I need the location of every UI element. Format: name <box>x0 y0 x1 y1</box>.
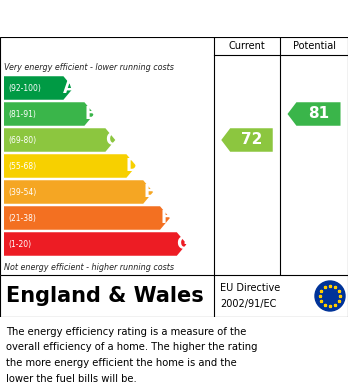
Text: 81: 81 <box>308 106 329 122</box>
Text: D: D <box>126 157 139 175</box>
Text: (81-91): (81-91) <box>8 109 36 118</box>
Circle shape <box>315 281 345 311</box>
Text: Not energy efficient - higher running costs: Not energy efficient - higher running co… <box>4 262 174 271</box>
Text: Energy Efficiency Rating: Energy Efficiency Rating <box>50 9 298 27</box>
Text: E: E <box>143 183 155 201</box>
Text: England & Wales: England & Wales <box>6 286 204 306</box>
Polygon shape <box>221 128 273 152</box>
Polygon shape <box>287 102 341 126</box>
Polygon shape <box>4 180 153 204</box>
Text: Current: Current <box>229 41 266 51</box>
Text: EU Directive: EU Directive <box>220 283 280 293</box>
Polygon shape <box>4 76 73 100</box>
Text: (92-100): (92-100) <box>8 84 41 93</box>
Text: F: F <box>160 209 172 227</box>
Text: Potential: Potential <box>293 41 335 51</box>
Polygon shape <box>4 206 170 230</box>
Text: Very energy efficient - lower running costs: Very energy efficient - lower running co… <box>4 63 174 72</box>
Text: the more energy efficient the home is and the: the more energy efficient the home is an… <box>6 358 237 368</box>
Text: G: G <box>176 235 190 253</box>
Text: B: B <box>84 105 97 123</box>
Text: (69-80): (69-80) <box>8 136 36 145</box>
Text: The energy efficiency rating is a measure of the: The energy efficiency rating is a measur… <box>6 327 246 337</box>
Text: C: C <box>105 131 118 149</box>
Polygon shape <box>4 102 94 126</box>
Text: A: A <box>63 79 76 97</box>
Polygon shape <box>4 232 187 256</box>
Text: (1-20): (1-20) <box>8 240 31 249</box>
Text: overall efficiency of a home. The higher the rating: overall efficiency of a home. The higher… <box>6 343 258 353</box>
Text: (21-38): (21-38) <box>8 213 36 222</box>
Text: (39-54): (39-54) <box>8 188 36 197</box>
Text: 72: 72 <box>241 133 262 147</box>
Polygon shape <box>4 128 115 152</box>
Polygon shape <box>4 154 136 178</box>
Text: (55-68): (55-68) <box>8 161 36 170</box>
Text: lower the fuel bills will be.: lower the fuel bills will be. <box>6 373 137 384</box>
Text: 2002/91/EC: 2002/91/EC <box>220 300 276 309</box>
